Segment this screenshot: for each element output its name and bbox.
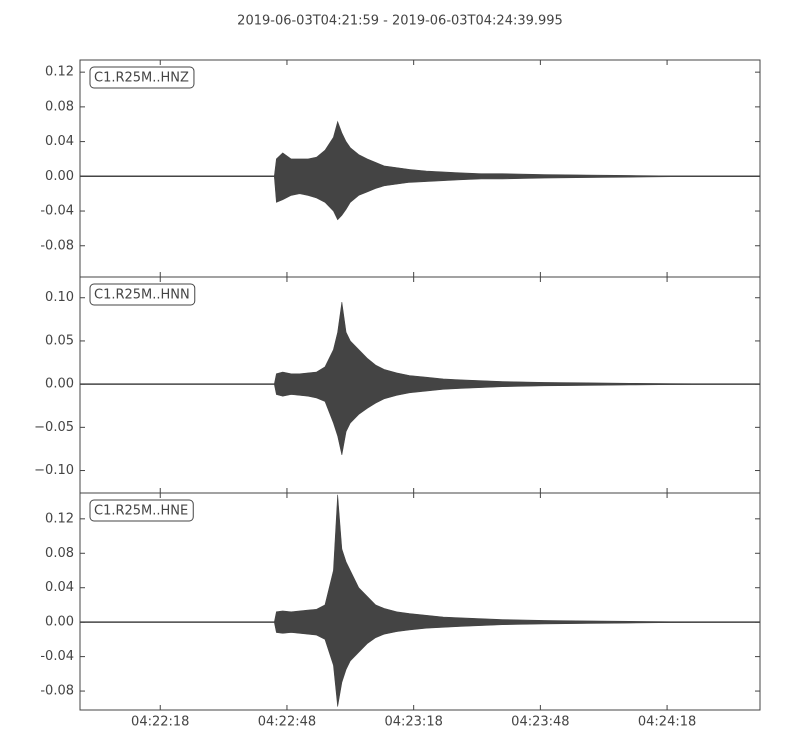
trace-label: C1.R25M..HNZ xyxy=(94,71,189,86)
y-tick-label: 0.04 xyxy=(45,580,74,595)
chart-title: 2019-06-03T04:21:59 - 2019-06-03T04:24:3… xyxy=(237,14,563,29)
trace-label-box xyxy=(89,283,196,306)
x-tick-label: 04:22:18 xyxy=(131,715,189,730)
y-tick-label: 0.12 xyxy=(45,511,74,526)
y-tick-label: −0.05 xyxy=(34,420,74,435)
waveform-envelope xyxy=(79,621,761,707)
trace-label-box xyxy=(89,66,195,89)
panel-frame xyxy=(79,59,761,278)
y-tick-label: -0.08 xyxy=(40,684,74,699)
y-tick-label: 0.10 xyxy=(45,290,74,305)
y-tick-label: -0.04 xyxy=(40,649,74,664)
x-tick-label: 04:24:18 xyxy=(638,715,696,730)
trace-label-box xyxy=(89,499,194,522)
waveform-envelope xyxy=(79,176,761,221)
y-tick-label: -0.04 xyxy=(40,204,74,219)
waveform-envelope xyxy=(79,494,761,623)
x-tick-label: 04:22:48 xyxy=(258,715,316,730)
waveform-envelope xyxy=(79,120,761,177)
y-tick-label: 0.08 xyxy=(45,99,74,114)
y-tick-label: −0.10 xyxy=(34,463,74,478)
trace-label: C1.R25M..HNN xyxy=(94,288,190,303)
y-tick-label: 0.05 xyxy=(45,333,74,348)
x-tick-label: 04:23:48 xyxy=(511,715,569,730)
y-tick-label: 0.04 xyxy=(45,134,74,149)
y-tick-label: -0.08 xyxy=(40,238,74,253)
y-tick-label: 0.00 xyxy=(45,615,74,630)
y-tick-label: 0.12 xyxy=(45,65,74,80)
y-tick-label: 0.00 xyxy=(45,377,74,392)
waveform-envelope xyxy=(79,383,761,456)
y-tick-label: 0.08 xyxy=(45,546,74,561)
panel-frame xyxy=(79,492,761,711)
x-tick-label: 04:23:18 xyxy=(384,715,442,730)
trace-label: C1.R25M..HNE xyxy=(94,504,188,519)
y-tick-label: 0.00 xyxy=(45,169,74,184)
waveform-envelope xyxy=(79,302,761,385)
